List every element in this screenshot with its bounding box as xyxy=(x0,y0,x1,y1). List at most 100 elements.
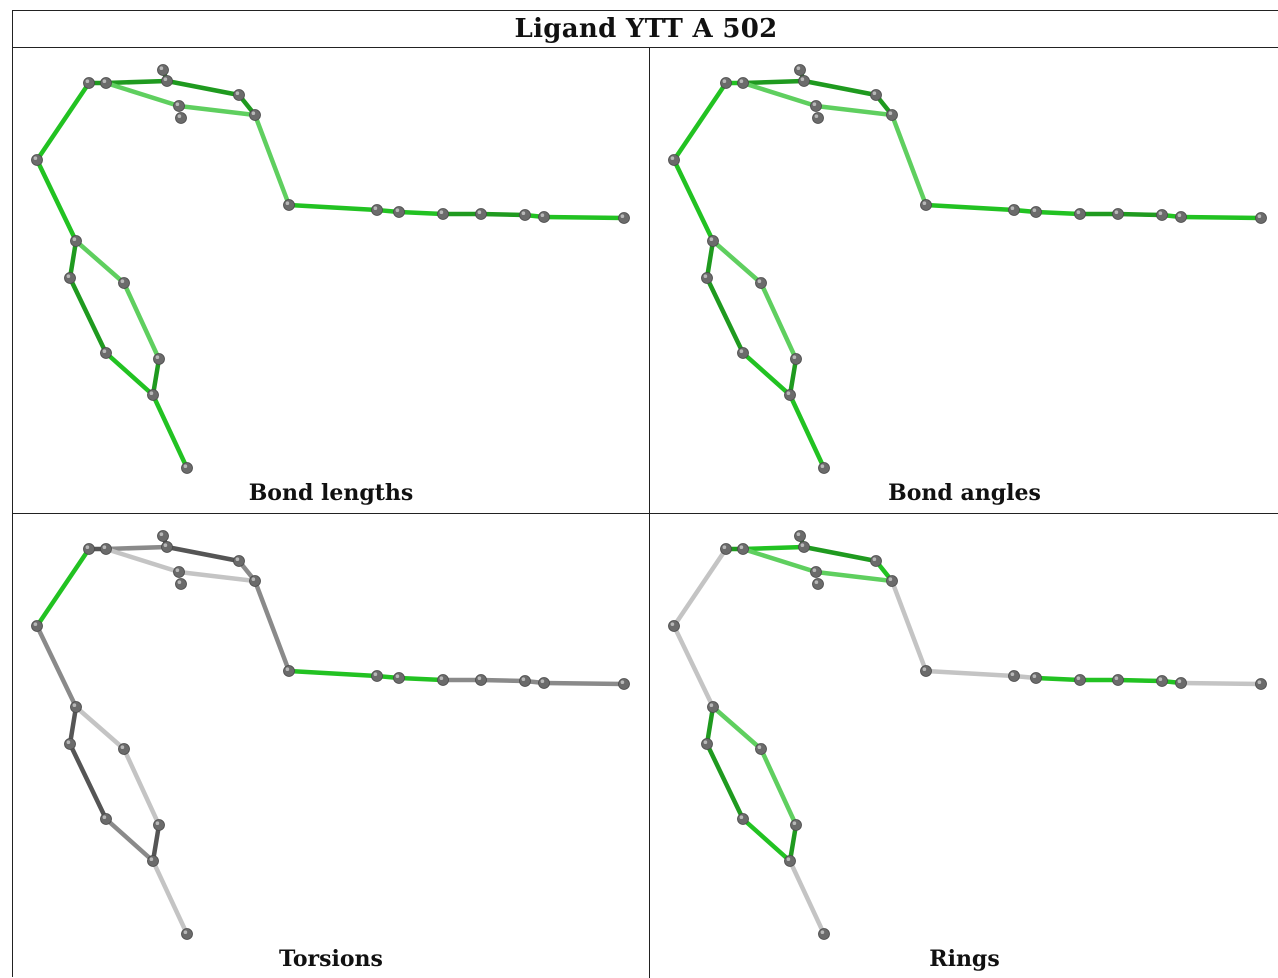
bond-lengths-atom xyxy=(538,211,550,223)
rings-atom-highlight xyxy=(922,667,927,671)
bond-lengths-atom xyxy=(100,77,112,89)
torsions-bond xyxy=(286,668,380,679)
torsions-bond xyxy=(541,680,627,687)
bond-angles-atom-highlight xyxy=(757,279,762,283)
rings-bond xyxy=(740,546,819,575)
rings-bond xyxy=(740,816,793,864)
bond-angles-atom-highlight xyxy=(1010,206,1015,210)
bond-lengths-atom xyxy=(153,353,165,365)
bond-angles-atom-highlight xyxy=(739,79,744,83)
bond-lengths-bond xyxy=(176,103,258,118)
torsions-atom xyxy=(181,928,193,940)
rings-bond xyxy=(704,741,746,822)
bond-lengths-atom-highlight xyxy=(66,274,71,278)
bond-angles-atom-highlight xyxy=(888,111,893,115)
torsions-bond xyxy=(67,704,79,747)
rings-atom xyxy=(790,819,802,831)
bond-angles-bond xyxy=(889,112,929,208)
bond-lengths-bond xyxy=(478,211,528,218)
bond-lengths-bond xyxy=(34,80,92,163)
bond-lengths-atom xyxy=(64,272,76,284)
bond-angles-atom xyxy=(755,277,767,289)
bond-angles-atom xyxy=(870,89,882,101)
torsions-atom xyxy=(371,670,383,682)
torsions-atom-highlight xyxy=(85,545,90,549)
bond-angles-bond xyxy=(787,356,799,398)
bond-lengths-atom xyxy=(371,204,383,216)
panel-label-rings: Rings xyxy=(929,946,1000,972)
bond-angles-bond xyxy=(671,80,729,163)
bond-angles-atom-highlight xyxy=(739,349,744,354)
bond-angles-atom-highlight xyxy=(1076,210,1081,214)
bond-lengths-atom-highlight xyxy=(120,279,125,283)
bond-angles-atom-highlight xyxy=(670,156,675,160)
rings-atom xyxy=(1074,674,1086,686)
rings-bond xyxy=(923,668,1017,679)
bond-lengths-atom xyxy=(157,64,169,76)
bond-lengths-bond xyxy=(34,157,79,244)
bond-angles-atom xyxy=(920,199,932,211)
bond-lengths-atom-highlight xyxy=(72,237,77,241)
bond-angles-bond xyxy=(801,78,879,98)
rings-bond xyxy=(758,746,799,828)
bond-lengths-atom-highlight xyxy=(251,111,256,115)
rings-atom-highlight xyxy=(703,740,708,744)
rings-bond xyxy=(1178,680,1264,687)
torsions-bond xyxy=(73,704,127,752)
rings-atom-highlight xyxy=(757,745,762,749)
torsions-atom-highlight xyxy=(120,745,125,749)
rings-atom xyxy=(1255,678,1267,690)
bond-lengths-atom xyxy=(100,347,112,359)
bond-lengths-atom xyxy=(437,208,449,220)
molecule-torsions xyxy=(31,530,630,940)
rings-atom-highlight xyxy=(1177,679,1182,683)
rings-atom xyxy=(818,928,830,940)
bond-lengths-bond xyxy=(103,80,182,109)
torsions-atom-highlight xyxy=(235,557,240,561)
rings-bond xyxy=(813,569,895,584)
bond-lengths-bond xyxy=(67,238,79,281)
torsions-atom-highlight xyxy=(477,676,482,680)
torsions-atom xyxy=(70,701,82,713)
torsions-atom-highlight xyxy=(373,672,378,676)
rings-atom xyxy=(810,566,822,578)
molecule-bond-angles xyxy=(668,64,1267,474)
torsions-bond xyxy=(478,677,528,684)
bond-angles-atom xyxy=(810,100,822,112)
bond-lengths-bond xyxy=(252,112,292,208)
bond-angles-atom xyxy=(737,77,749,89)
torsions-atom-highlight xyxy=(149,857,154,861)
torsions-atom-highlight xyxy=(521,677,526,681)
bond-lengths-atom-highlight xyxy=(102,79,107,83)
rings-atom-highlight xyxy=(812,568,817,572)
torsions-atom-highlight xyxy=(159,532,164,536)
torsions-atom xyxy=(538,677,550,689)
torsions-atom xyxy=(437,674,449,686)
bond-angles-atom-highlight xyxy=(796,66,801,70)
torsions-bond xyxy=(164,544,242,564)
rings-atom-highlight xyxy=(1032,674,1037,678)
rings-bond xyxy=(1033,675,1083,683)
bond-lengths-atom xyxy=(175,112,187,124)
bond-lengths-atom-highlight xyxy=(149,391,154,396)
molecule-rings xyxy=(668,530,1267,940)
rings-atom-highlight xyxy=(709,703,714,707)
bond-angles-atom-highlight xyxy=(709,237,714,241)
bond-lengths-atom-highlight xyxy=(373,206,378,210)
bond-lengths-atom xyxy=(475,208,487,220)
panel-bond-angles: Bond angles xyxy=(650,48,1278,514)
torsions-atom-highlight xyxy=(66,740,71,744)
rings-bond xyxy=(671,546,729,629)
torsions-bond xyxy=(103,546,182,575)
bond-angles-atom xyxy=(812,112,824,124)
rings-atom-highlight xyxy=(1076,676,1081,680)
bond-lengths-atom-highlight xyxy=(477,210,482,214)
bond-lengths-bond xyxy=(150,356,162,398)
bond-angles-atom xyxy=(1074,208,1086,220)
bond-lengths-atom xyxy=(283,199,295,211)
torsions-atom xyxy=(118,743,130,755)
bond-lengths-atom xyxy=(31,154,43,166)
bond-angles-atom xyxy=(1255,212,1267,224)
bond-lengths-atom-highlight xyxy=(439,210,444,214)
rings-atom-highlight xyxy=(820,930,825,934)
